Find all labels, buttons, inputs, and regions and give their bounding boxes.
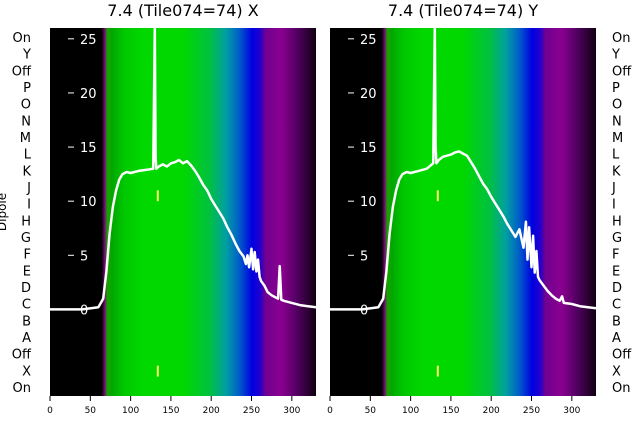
dipole-label: B [22, 314, 31, 329]
dipole-label: I [27, 198, 31, 213]
x-tick-label: 200 [203, 406, 220, 416]
x-tick-label: 300 [283, 406, 300, 416]
dipole-label: L [612, 148, 620, 163]
dipole-label: Off [12, 64, 32, 79]
dipole-label: J [611, 181, 616, 196]
left-panel-title: 7.4 (Tile074=74) X [107, 1, 258, 20]
y-tick-label: 10 [360, 195, 377, 210]
dipole-label: I [612, 198, 616, 213]
x-tick-label: 100 [122, 406, 139, 416]
dipole-label: X [612, 364, 621, 379]
dipole-label: P [23, 81, 31, 96]
dipole-label: F [24, 248, 31, 263]
dipole-label: Off [612, 348, 632, 363]
dipole-label: D [612, 281, 622, 296]
right-panel: 7.4 (Tile074=74) Y OnYOffPONMLKJIHGFEDCB… [327, 1, 632, 416]
right-series [330, 26, 597, 377]
x-tick-label: 150 [162, 406, 179, 416]
dipole-label: On [13, 381, 31, 396]
dipole-label: On [612, 31, 630, 46]
dipole-label: A [612, 331, 621, 346]
right-y-ticks: 0 5 10 15 20 25 [348, 33, 377, 318]
series-line [330, 26, 597, 311]
dipole-label: F [612, 248, 619, 263]
left-y-ticks: 0 5 10 15 20 25 [68, 33, 97, 318]
x-tick-label: 0 [47, 406, 53, 416]
right-x-ticks: 0 50 100 150 200 250 300 [327, 396, 581, 416]
dipole-label: M [612, 131, 623, 146]
dipole-label: K [22, 164, 31, 179]
x-tick-label: 150 [442, 406, 459, 416]
series-line [50, 26, 317, 311]
dipole-label: Y [611, 48, 620, 63]
right-plot-background [330, 28, 596, 396]
dipole-label: M [20, 131, 31, 146]
dipole-label: Off [612, 64, 632, 79]
dipole-label: H [21, 214, 31, 229]
y-tick-label: 15 [360, 141, 377, 156]
y-tick-label: 5 [360, 249, 368, 264]
dipole-label: N [612, 114, 622, 129]
dipole-label: Off [12, 348, 32, 363]
left-x-ticks: 0 50 100 150 200 250 300 [47, 396, 301, 416]
dipole-label: C [612, 298, 621, 313]
x-tick-label: 100 [402, 406, 419, 416]
y-tick-label: 10 [80, 195, 97, 210]
dipole-label: G [612, 231, 622, 246]
dipole-label: O [612, 98, 622, 113]
dipole-label: On [612, 381, 630, 396]
dipole-label: E [612, 264, 620, 279]
left-plot-background [50, 28, 316, 396]
dipole-label: H [612, 214, 622, 229]
dipole-label: X [22, 364, 31, 379]
x-tick-label: 250 [243, 406, 260, 416]
dipole-label: K [612, 164, 621, 179]
x-tick-label: 50 [365, 406, 377, 416]
y-axis-label: Dipole [0, 193, 9, 231]
y-tick-label: 15 [80, 141, 97, 156]
dipole-label: G [21, 231, 31, 246]
y-tick-label: 25 [360, 33, 377, 48]
dipole-label: E [23, 264, 31, 279]
dipole-label: P [612, 81, 620, 96]
y-tick-label: 20 [80, 87, 97, 102]
x-tick-label: 250 [523, 406, 540, 416]
x-tick-label: 200 [483, 406, 500, 416]
left-panel: 7.4 (Tile074=74) X Dipole OnYOffPONMLKJI… [0, 1, 317, 416]
dipole-label: N [21, 114, 31, 129]
dipole-label: A [22, 331, 31, 346]
right-panel-title: 7.4 (Tile074=74) Y [388, 1, 538, 20]
dipole-label: O [21, 98, 31, 113]
dipole-label: Y [22, 48, 31, 63]
y-tick-label: 5 [80, 249, 88, 264]
y-tick-label: 20 [360, 87, 377, 102]
x-tick-label: 0 [327, 406, 333, 416]
dipole-label: L [24, 148, 32, 163]
y-tick-label: 0 [80, 303, 88, 318]
y-tick-label: 25 [80, 33, 97, 48]
dipole-label: D [21, 281, 31, 296]
y-tick-label: 0 [360, 303, 368, 318]
dipole-label: On [13, 31, 31, 46]
dipole-label: J [26, 181, 31, 196]
dipole-label: B [612, 314, 621, 329]
dipole-label: C [22, 298, 31, 313]
x-tick-label: 50 [85, 406, 97, 416]
left-series [50, 26, 317, 377]
x-tick-label: 300 [563, 406, 580, 416]
